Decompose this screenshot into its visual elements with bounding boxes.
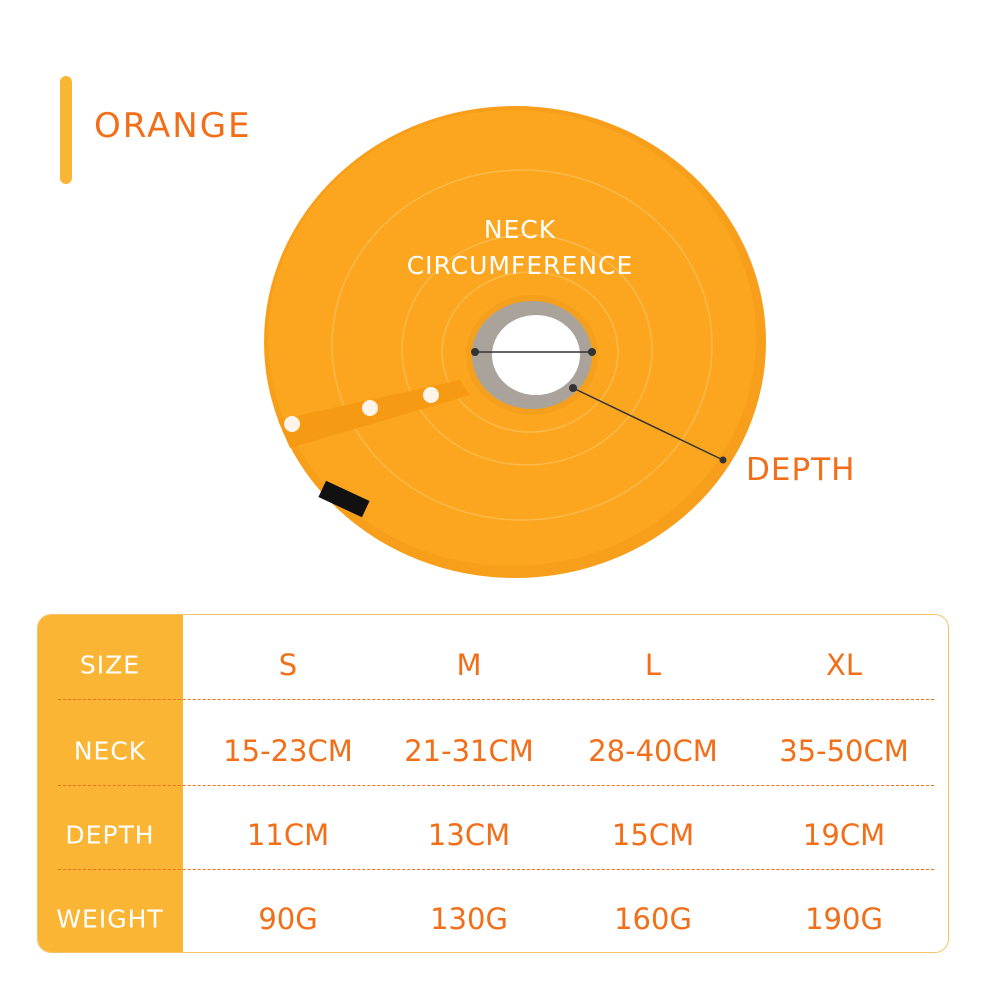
neck-label-line1: NECK	[483, 215, 557, 244]
neck-cell: 28-40CM	[588, 734, 718, 768]
weight-cell: 190G	[805, 902, 883, 936]
weight-cell: 130G	[430, 902, 508, 936]
neck-circumference-label: NECK CIRCUMFERENCE	[380, 212, 660, 284]
depth-label: DEPTH	[746, 452, 856, 488]
collar-image	[264, 106, 766, 578]
row-label-weight: WEIGHT	[56, 904, 164, 934]
size-cell: S	[278, 648, 298, 682]
size-cell: XL	[825, 648, 863, 682]
depth-cell: 15CM	[611, 818, 695, 852]
weight-cell: 90G	[258, 902, 318, 936]
row-divider	[58, 699, 934, 700]
weight-cell: 160G	[614, 902, 692, 936]
row-label-neck: NECK	[73, 736, 147, 766]
row-header-column	[38, 615, 183, 952]
neck-cell: 21-31CM	[404, 734, 534, 768]
row-label-depth: DEPTH	[65, 820, 155, 850]
row-divider	[58, 785, 934, 786]
depth-cell: 19CM	[802, 818, 886, 852]
accent-bar	[60, 76, 72, 184]
depth-cell: 13CM	[427, 818, 511, 852]
depth-cell: 11CM	[246, 818, 330, 852]
size-table: SIZE S M L XL NECK 15-23CM 21-31CM 28-40…	[37, 614, 949, 953]
color-title: ORANGE	[94, 106, 252, 146]
neck-cell: 15-23CM	[223, 734, 353, 768]
size-cell: M	[456, 648, 482, 682]
neck-cell: 35-50CM	[779, 734, 909, 768]
row-divider	[58, 869, 934, 870]
neck-label-line2: CIRCUMFERENCE	[406, 251, 634, 280]
row-label-size: SIZE	[79, 650, 141, 680]
size-cell: L	[644, 648, 662, 682]
